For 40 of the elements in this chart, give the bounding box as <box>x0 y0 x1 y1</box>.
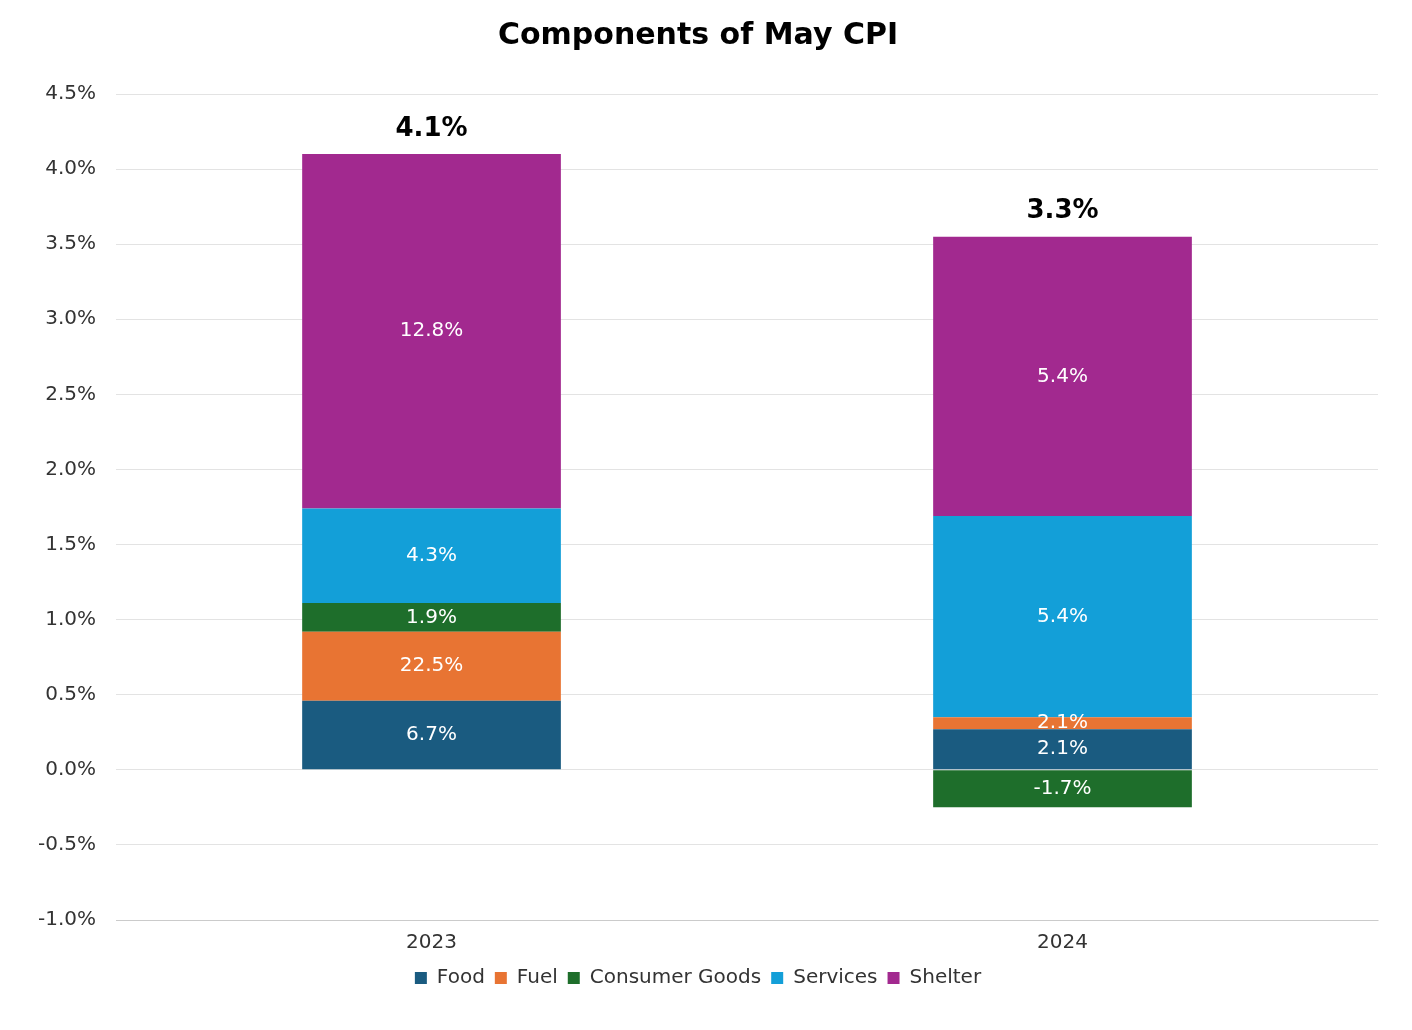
annotation: 22.5% <box>399 652 464 677</box>
y-tick-label: -1.0% <box>38 906 97 931</box>
legend-label: Shelter <box>909 964 982 989</box>
x-tick-label: 2024 <box>1037 929 1088 954</box>
annotation: 2.1% <box>1037 709 1088 734</box>
y-tick-label: 4.5% <box>45 80 97 105</box>
total-label: 4.1% <box>395 111 468 142</box>
annotation: 1.9% <box>406 603 457 628</box>
legend-label: Fuel <box>516 964 558 989</box>
x-tick-label: 2023 <box>406 929 457 954</box>
annotation: 2.1% <box>1037 735 1088 760</box>
bar <box>933 729 1192 770</box>
bar <box>302 700 561 770</box>
y-tick-label: -0.5% <box>38 831 97 856</box>
bar <box>933 770 1192 808</box>
y-tick-label: 1.5% <box>45 530 97 555</box>
legend-label: Food <box>436 964 485 989</box>
y-tick-label: 2.0% <box>45 455 97 480</box>
annotation: -1.7% <box>1033 775 1092 800</box>
y-tick-label: 2.5% <box>45 380 97 405</box>
bar <box>933 236 1192 517</box>
chart-title: Components of May CPI <box>497 15 899 51</box>
annotation: 5.4% <box>1037 602 1088 627</box>
bar <box>302 631 561 701</box>
y-tick-label: 0.5% <box>45 680 97 705</box>
bar <box>302 508 561 604</box>
legend-label: Services <box>793 964 878 989</box>
annotation: 4.3% <box>406 542 457 567</box>
annotation: 5.4% <box>1037 362 1088 387</box>
bar <box>302 603 561 632</box>
y-tick-label: 3.0% <box>45 305 97 330</box>
annotation: 6.7% <box>406 721 457 746</box>
legend-label: Consumer Goods <box>589 964 762 989</box>
y-tick-label: 0.0% <box>45 756 97 781</box>
bar <box>302 154 561 509</box>
y-tick-label: 3.5% <box>45 230 97 255</box>
y-tick-label: 1.0% <box>45 605 97 630</box>
total-label: 3.3% <box>1026 194 1099 225</box>
annotation: 12.8% <box>399 317 464 342</box>
y-tick-label: 4.0% <box>45 155 97 180</box>
